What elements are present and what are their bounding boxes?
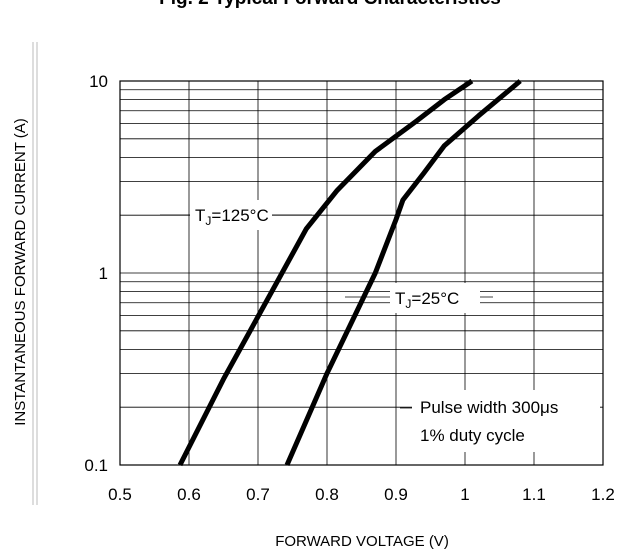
y-tick-labels: 0.1 1 10 [84,72,108,475]
x-tick-label: 1.2 [591,485,615,504]
y-axis-label: INSTANTANEOUS FORWARD CURRENT (A) [12,118,29,426]
x-tick-label: 0.8 [315,485,339,504]
pulse-annotation: Pulse width 300μs 1% duty cycle [400,390,600,452]
y-tick-label: 1 [99,264,108,283]
series-line-tj-125c [177,78,474,467]
annotation-line: 1% duty cycle [420,426,525,445]
x-tick-label: 0.5 [108,485,132,504]
series-labels: TJ=125°C TJ=25°C [160,200,493,313]
series-label: TJ=25°C [395,289,459,311]
y-tick-label: 10 [89,72,108,91]
y-tick-label: 0.1 [84,456,108,475]
annotation-background [412,390,600,452]
x-tick-label: 0.9 [384,485,408,504]
x-axis-label: FORWARD VOLTAGE (V) [275,533,449,550]
grid [119,80,604,466]
x-tick-labels: 0.5 0.6 0.7 0.8 0.9 1 1.1 1.2 [108,485,615,504]
chart-title: Fig. 2 Typical Forward Characteristics [159,0,501,9]
x-tick-label: 0.6 [177,485,201,504]
annotation-line: Pulse width 300μs [420,398,558,417]
x-tick-label: 1 [460,485,469,504]
curves [177,78,522,467]
series-label-background [390,283,480,313]
series-line-tj-25c [284,79,522,467]
series-label-background [190,200,272,230]
x-tick-label: 1.1 [522,485,546,504]
series-label: TJ=125°C [195,206,269,228]
x-tick-label: 0.7 [246,485,270,504]
